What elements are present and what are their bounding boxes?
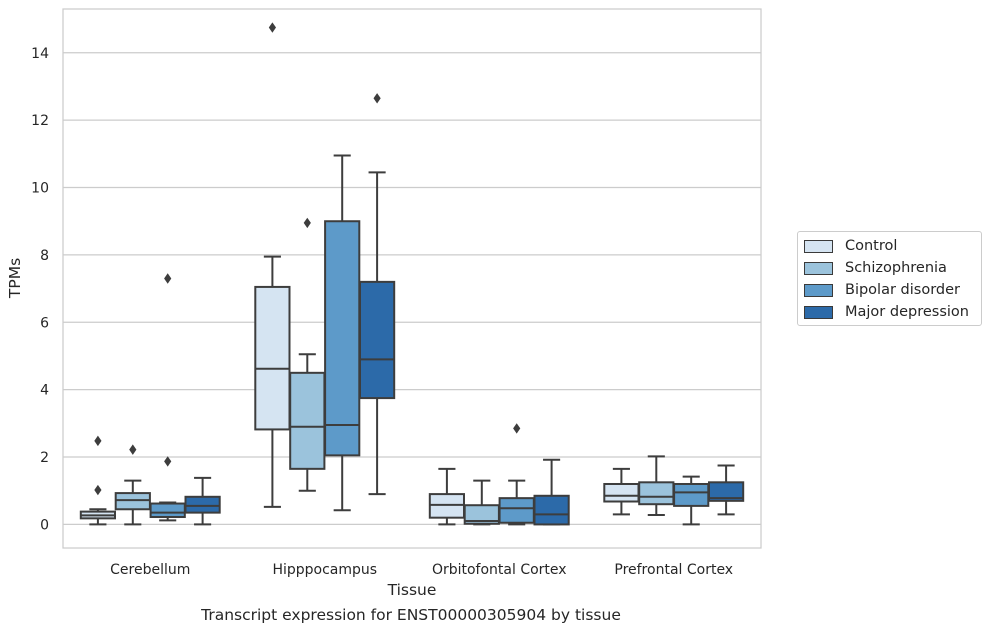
x-tick-label-hipppocampus: Hipppocampus	[272, 562, 377, 578]
legend-label-major-depression: Major depression	[845, 304, 969, 320]
tick-labels: 0 2 4 6 8 10 12 14 Cerebellum Hipppocampus Orbitof…	[31, 46, 733, 578]
y-tick-label-8: 8	[40, 248, 49, 264]
y-tick-label-2: 2	[40, 450, 49, 466]
legend-label-bipolar-disorder: Bipolar disorder	[845, 282, 960, 298]
box-cerebellum-schizophrenia	[114, 444, 151, 526]
x-tick-label-cerebellum: Cerebellum	[110, 562, 190, 578]
box-body	[324, 220, 361, 457]
boxes	[79, 22, 745, 526]
chart-caption: Transcript expression for ENST0000030590…	[201, 606, 621, 624]
y-tick-label-10: 10	[31, 181, 49, 197]
box-body	[358, 280, 396, 400]
box-body	[289, 371, 326, 470]
outlier-point-0	[94, 484, 102, 496]
legend-swatch-schizophrenia	[804, 261, 833, 275]
legend-item-control: Control	[804, 236, 897, 256]
box-body	[673, 482, 710, 507]
legend-swatch-control	[804, 239, 833, 253]
x-axis-label: Tissue	[387, 581, 437, 599]
box-hipppocampus-control	[254, 22, 291, 508]
box-body	[603, 482, 640, 503]
box-cerebellum-control	[79, 435, 117, 526]
outlier-point-1	[164, 273, 172, 284]
box-body	[149, 502, 186, 519]
legend-label-control: Control	[845, 238, 898, 254]
y-tick-label-6: 6	[40, 315, 49, 331]
legend: Control Schizophrenia Bipolar disorder M…	[797, 231, 982, 326]
legend-label-schizophrenia: Schizophrenia	[845, 260, 947, 276]
legend-item-major-depression: Major depression	[804, 302, 969, 322]
box-body	[254, 285, 291, 431]
box-body	[533, 494, 570, 526]
box-body	[184, 495, 221, 514]
outlier-point-0	[373, 93, 381, 104]
box-body	[114, 492, 151, 511]
legend-item-bipolar-disorder: Bipolar disorder	[804, 280, 960, 300]
outlier-point-0	[303, 217, 311, 229]
y-tick-label-0: 0	[40, 517, 49, 533]
grid-lines	[63, 52, 761, 526]
plot-background	[63, 9, 761, 548]
x-tick-label-orbitofontal-cortex: Orbitofontal Cortex	[432, 562, 567, 578]
box-orbitofontal-cortex-schizophrenia	[463, 479, 500, 526]
legend-swatch-major-depression	[804, 305, 833, 319]
box-orbitofontal-cortex-major-depression	[533, 458, 570, 526]
y-tick-label-12: 12	[31, 113, 49, 129]
plot-frame	[62, 8, 762, 549]
outlier-point-0	[268, 22, 276, 33]
box-cerebellum-major-depression	[184, 476, 221, 526]
outlier-point-0	[513, 423, 521, 434]
y-tick-label-14: 14	[31, 46, 49, 62]
y-tick-label-4: 4	[40, 383, 49, 399]
legend-item-schizophrenia: Schizophrenia	[804, 258, 947, 278]
box-prefrontal-cortex-major-depression	[707, 464, 745, 516]
y-axis-label: TPMs	[6, 258, 24, 299]
box-hipppocampus-bipolar-disorder	[324, 154, 361, 512]
legend-swatch-bipolar-disorder	[804, 283, 833, 297]
box-body	[428, 493, 466, 519]
outlier-point-0	[164, 456, 172, 467]
x-tick-label-prefrontal-cortex: Prefrontal Cortex	[614, 562, 733, 578]
box-body	[638, 481, 675, 506]
box-hipppocampus-major-depression	[358, 93, 396, 496]
box-body	[498, 497, 535, 524]
outlier-point-0	[129, 444, 137, 455]
box-orbitofontal-cortex-control	[428, 467, 466, 526]
box-body	[707, 481, 745, 502]
outlier-point-1	[94, 435, 102, 447]
